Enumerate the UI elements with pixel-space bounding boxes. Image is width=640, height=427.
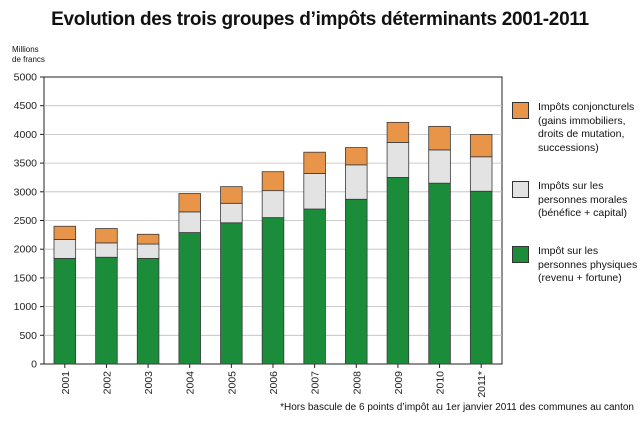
legend-label-physiques: Impôt sur les personnes physiques (revenu …: [538, 245, 638, 286]
x-tick-label: 2002: [101, 371, 113, 395]
x-tick-label: 2004: [185, 371, 197, 395]
footnote: *Hors bascule de 6 points d’impôt au 1er…: [280, 402, 634, 413]
legend-swatch-conjoncturels: [512, 102, 529, 119]
legend-label-line: droits de mutation,: [538, 128, 625, 140]
bar-physiques: [136, 257, 160, 365]
x-tick-label: 2007: [310, 371, 322, 395]
y-axis-unit-line-2: de francs: [12, 55, 45, 64]
bar-morales: [178, 211, 201, 233]
bar-physiques: [386, 177, 410, 365]
legend-label-line: personnes physiques: [538, 258, 638, 271]
x-tick-label: 2001: [60, 371, 72, 395]
y-tick-label: 5000: [14, 72, 38, 84]
bar-physiques: [345, 198, 368, 365]
legend-swatch-physiques: [512, 246, 529, 263]
legend-label-line: personnes morales: [538, 193, 628, 206]
chart-title: Evolution des trois groupes d’impôts dét…: [51, 9, 589, 30]
bar-conjoncturels: [386, 121, 410, 143]
legend-label-morales: Impôts sur les personnes morales (bénéfice…: [538, 180, 638, 221]
bar-conjoncturels: [345, 147, 368, 166]
bar-physiques: [261, 217, 285, 365]
y-tick-label: 3500: [14, 158, 38, 170]
bar-physiques: [178, 232, 201, 365]
bar-conjoncturels: [261, 171, 285, 192]
legend-label-line: Impôt sur les: [538, 245, 599, 257]
bar-morales: [53, 239, 77, 259]
bar-conjoncturels: [220, 186, 243, 204]
bar-physiques: [53, 257, 77, 365]
bar-physiques: [220, 222, 243, 365]
legend-label-line: successions): [538, 141, 599, 154]
bar-conjoncturels: [95, 228, 118, 244]
bar-physiques: [95, 256, 118, 365]
x-tick-label: 2008: [351, 371, 363, 395]
x-tick-label: 2006: [268, 371, 280, 395]
bar-conjoncturels: [136, 233, 160, 245]
y-tick-label: 1000: [14, 301, 38, 313]
x-tick-label: 2009: [393, 371, 405, 395]
bar-morales: [303, 173, 326, 210]
legend-label-line: Impôts sur les: [538, 180, 604, 192]
bar-morales: [345, 164, 368, 200]
y-tick-label: 4500: [14, 100, 38, 112]
bar-physiques: [303, 208, 326, 365]
bar-conjoncturels: [178, 193, 201, 213]
bar-conjoncturels: [303, 151, 326, 174]
bar-morales: [469, 156, 493, 192]
y-tick-label: 4000: [14, 129, 38, 141]
y-tick-label: 2500: [14, 215, 38, 227]
x-tick-label: 2003: [143, 371, 155, 395]
bar-morales: [95, 242, 118, 258]
bar-morales: [220, 202, 243, 224]
legend-label-conjoncturels: Impôts conjoncturels (gains immobiliers, d…: [538, 101, 638, 155]
legend-label-line: Impôts conjoncturels: [538, 101, 635, 113]
x-tick-label: 2010: [435, 371, 447, 395]
bar-morales: [136, 243, 160, 259]
x-tick-label: 2005: [226, 371, 238, 395]
y-tick-label: 500: [19, 330, 37, 342]
bar-morales: [428, 149, 451, 184]
x-tick-label: 2011*: [476, 371, 488, 398]
y-tick-label: 0: [31, 359, 37, 371]
y-tick-label: 3000: [14, 186, 38, 198]
y-axis-unit: Millions de francs: [12, 45, 62, 65]
legend-swatch-morales: [512, 181, 529, 198]
bar-conjoncturels: [428, 125, 451, 151]
legend-label-line: (gains immobiliers,: [538, 114, 626, 127]
legend-label-line: (bénéfice + capital): [538, 207, 628, 219]
legend-label-line: (revenu + fortune): [538, 272, 622, 284]
bar-morales: [386, 142, 410, 178]
bar-physiques: [428, 182, 451, 365]
bar-physiques: [469, 190, 493, 365]
bar-morales: [261, 190, 285, 219]
y-tick-label: 2000: [14, 244, 38, 256]
bar-conjoncturels: [469, 133, 493, 158]
y-axis-unit-line-1: Millions: [12, 45, 39, 54]
bar-conjoncturels: [53, 225, 77, 240]
y-tick-label: 1500: [14, 272, 38, 284]
